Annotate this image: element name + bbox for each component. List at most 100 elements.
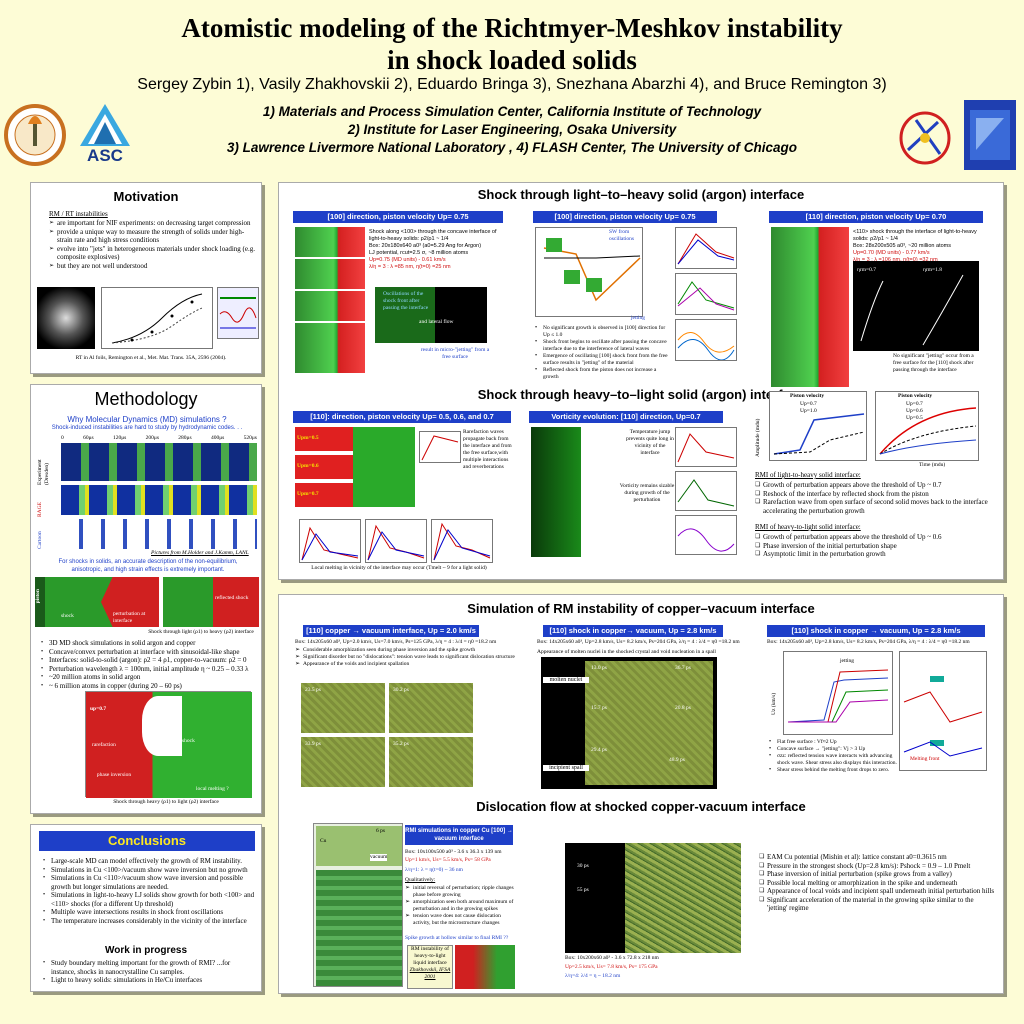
heavy-light-diagram: up=0.7 rarefaction phase inversion shock…	[85, 691, 252, 798]
conclusions-title: Conclusions	[39, 831, 255, 851]
amplitude-plot-hl: Piston velocity Up=0.7 Up=0.6 Up=0.5	[875, 391, 979, 461]
lh-110-sim	[771, 227, 849, 387]
disl-right-item: EAM Cu potential (Mishin et al): lattice…	[759, 853, 995, 862]
oscillation-label: Oscillations of the shock front after pa…	[383, 291, 429, 311]
time-label: 0	[61, 435, 64, 441]
methodology-why: Why Molecular Dynamics (MD) simulations …	[67, 415, 227, 424]
disl-sim-up: Up=2.5 km/s, Us= 7.8 km/s, Ps= 175 GPa	[565, 964, 658, 970]
shock-label: shock	[61, 613, 74, 619]
row-label-rage: RAGE	[37, 502, 43, 517]
upm05-label: Upm=0.5	[297, 435, 319, 441]
cu-frame: 23.5 ps	[301, 683, 385, 733]
lh-110-zoom: ηrm=0.7 ηrm=1.8	[853, 261, 979, 351]
cu-jetting-label: jetting	[840, 658, 855, 664]
rmi-lh-heading: RMI of light-to-heavy solid interface:	[755, 471, 861, 479]
disl-right-item: Possible local melting or amorphization …	[759, 879, 995, 888]
legend-up07: Up=0.7	[800, 401, 817, 407]
amplitude-plot-lh: Piston velocity Up=0.7 Up=1.0	[769, 391, 867, 461]
time-label: 200μs	[145, 435, 159, 441]
disl-sim-block: 30 ps 55 ps	[565, 843, 741, 953]
hl-vort-plot-1	[675, 427, 737, 467]
qual-item: tension wave does not cause dislocation …	[405, 913, 517, 927]
methodology-bullets: 3D MD shock simulations in solid argon a…	[41, 639, 257, 690]
rmi-lh-list: Growth of perturbation appears above the…	[755, 481, 995, 515]
cu-bar-20: [110] copper → vacuum interface, Up = 2.…	[303, 625, 479, 637]
lh-bar-110: [110] direction, piston velocity Up= 0.7…	[769, 211, 983, 223]
cu-box-28: Box: 14x205x60 a0³, Up=2.8 km/s, Us= 8.2…	[537, 639, 740, 645]
rt-growth-plot	[101, 287, 213, 349]
cu-time-label: 23.5 ps	[305, 687, 321, 693]
affiliation-llnl-flash: 3) Lawrence Livermore National Laborator…	[226, 140, 798, 155]
motivation-item: but they are not well understood	[49, 262, 259, 271]
hl-temp-plot-05	[299, 519, 361, 563]
cu-notes-20: Considerable amorphization seen during p…	[295, 647, 525, 668]
conclusion-item: Simulations in Cu <110>/vacuum show wave…	[43, 874, 255, 891]
methodology-bullet: ~20 million atoms in solid argon	[41, 673, 257, 682]
conclusion-item: The temperature increases considerably i…	[43, 917, 255, 926]
lh-mid-bullet: Shock front begins to oscillate after pa…	[535, 339, 669, 353]
methodology-time-row: 0 60μs 120μs 200μs 280μs 400μs 520μs	[61, 435, 257, 442]
disl-left-lh: λ/η=1: λ = η(t=0) ~ 36 nm	[405, 867, 463, 873]
lh-desc3-line: Box: 28x200x505 a0³, ~20 million atoms	[853, 243, 951, 249]
cu-time-label: 35.2 ps	[393, 741, 409, 747]
hl-vort-plot-3	[675, 515, 737, 555]
vorticity-frames	[531, 427, 581, 557]
lh-sim-frame	[295, 227, 365, 257]
cu28-time: 20.8 ps	[675, 705, 691, 711]
eta18-label: ηrm=1.8	[923, 267, 942, 273]
wip-item: Study boundary melting important for the…	[43, 959, 255, 976]
cu-notes-3: Flat free surface : Vf≈2 Up Concave surf…	[769, 739, 899, 774]
hl-vorticity-bar: Vorticity evolution: [110] direction, Up…	[529, 411, 723, 423]
lh-bar-100-a: [100] direction, piston velocity Up= 0.7…	[293, 211, 503, 223]
cu28-time: 29.4 ps	[591, 747, 607, 753]
vacuum-label: vacuum	[370, 854, 388, 861]
poster-title-line1: Atomistic modeling of the Richtmyer-Mesh…	[181, 13, 843, 43]
qual-list: initial reversal of perturbation; ripple…	[405, 885, 517, 927]
lh-mid-bullet: No significant growth is observed in [10…	[535, 325, 669, 339]
cu-note: Significant disorder but no "dislocation…	[295, 654, 525, 661]
asc-logo-text: ASC	[87, 146, 123, 165]
cu28-time: 13.0 ps	[591, 665, 607, 671]
sw-oscillation-label: SW from oscillations	[609, 229, 635, 242]
hl-temp-plot-06	[365, 519, 427, 563]
cu-note3: Shear stress behind the melting front dr…	[769, 767, 899, 774]
cu-time-label: 33.9 ps	[305, 741, 321, 747]
hl-shock-label: shock	[182, 738, 195, 744]
lh-desc-line: LJ potential, rcut=2.5 σ, ~8 million ato…	[369, 250, 469, 256]
copper-vacuum-panel: Simulation of RM instability of copper–v…	[278, 594, 1004, 994]
cu28-time: 15.7 ps	[591, 705, 607, 711]
jetting-label: jetting	[631, 315, 646, 321]
rmi-hl-item: Phase inversion of the initial perturbat…	[755, 542, 995, 551]
cartoon-strip	[61, 519, 257, 549]
qual-item: initial reversal of perturbation; ripple…	[405, 885, 517, 899]
cu-frame: 35.2 ps	[389, 737, 473, 787]
methodology-title: Methodology	[94, 389, 198, 409]
lh-temperature-plot	[675, 227, 737, 269]
time-label: 400μs	[210, 435, 225, 441]
motivation-subtitle: RM / RT instabilities	[49, 210, 108, 218]
disl-right-item: Pressure in the strongest shock (Up=2.8 …	[759, 862, 995, 871]
conclusion-item: Simulations in light-to-heavy LJ solids …	[43, 891, 255, 908]
piston-velocity-label-2: Piston velocity	[898, 393, 933, 399]
hl-bar-110: [110]: direction, piston velocity Up= 0.…	[293, 411, 511, 423]
asc-logo: ASC	[76, 100, 134, 172]
methodology-bullet: ~ 6 million atoms in copper (during 20 –…	[41, 682, 257, 691]
solids-note: For shocks in solids, an accurate descri…	[58, 559, 238, 573]
reflected-label: reflected shock	[215, 595, 249, 601]
methodology-bullet: Interfaces: solid-to-solid (argon): ρ2 =…	[41, 656, 257, 665]
row-label-experiment: Experiment (Dresden)	[37, 459, 50, 485]
rmi-copper-box: RMI simulations in copper Cu [100] → vac…	[405, 825, 513, 845]
cu-28-sim-block: 13.0 ps 15.7 ps 20.8 ps 29.4 ps 36.7 ps …	[541, 657, 717, 789]
lh-desc-100: Shock along <100> through the concave in…	[369, 229, 503, 271]
upm07-label: Upm=0.7	[297, 491, 319, 497]
cu-bar-28-b: [110] shock in copper → vacuum, Up = 2.8…	[767, 625, 985, 637]
cu28-time: 36.7 ps	[675, 665, 691, 671]
rarefaction-note: Rarefaction waves propagate back from th…	[463, 429, 512, 470]
upm06-label: Upm=0.6	[297, 463, 319, 469]
lh-desc3-line: Up=0.70 (MD units) - 0.77 km/s	[853, 250, 930, 256]
no-jetting-note: No significant "jetting" occur from a fr…	[893, 353, 974, 373]
dislocation-title: Dislocation flow at shocked copper-vacuu…	[476, 799, 806, 814]
heavy-light-title: Shock through heavy–to–light solid (argo…	[477, 387, 805, 402]
hl-green-region	[353, 427, 415, 507]
rmi-hl-list: Growth of perturbation appears above the…	[755, 533, 995, 559]
